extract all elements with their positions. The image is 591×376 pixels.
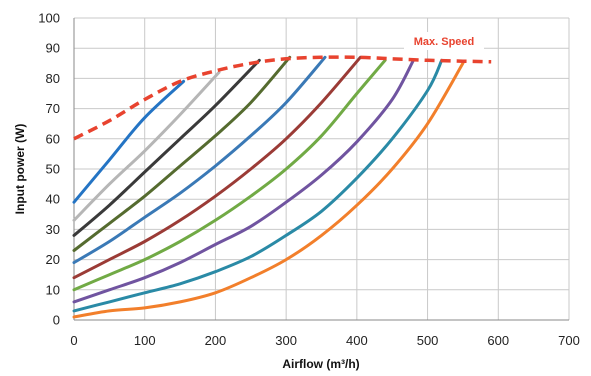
series-line-10 (72, 61, 465, 319)
x-tick-label: 400 (346, 333, 368, 348)
max-speed-annotation: Max. Speed (414, 36, 475, 48)
series-layer (72, 55, 465, 319)
x-axis-title: Airflow (m³/h) (282, 357, 359, 371)
y-tick-label: 30 (46, 222, 60, 237)
annotation-background (404, 32, 484, 50)
series-line-8 (72, 58, 415, 304)
x-tick-labels: 0 100 200 300 400 500 600 700 (70, 333, 579, 348)
x-tick-label: 600 (487, 333, 509, 348)
series-line-1 (72, 79, 186, 204)
series-line-3 (72, 58, 261, 237)
series-line-2 (72, 70, 221, 222)
y-tick-label: 20 (46, 252, 60, 267)
x-tick-label: 200 (205, 333, 227, 348)
y-tick-label: 80 (46, 71, 60, 86)
x-tick-label: 100 (134, 333, 156, 348)
axes (73, 18, 569, 321)
y-tick-label: 60 (46, 131, 60, 146)
x-tick-label: 500 (417, 333, 439, 348)
y-tick-label: 10 (46, 282, 60, 297)
series-line-5 (72, 55, 327, 265)
series-line-4 (72, 55, 292, 252)
x-tick-label: 0 (70, 333, 77, 348)
y-tick-label: 50 (46, 162, 60, 177)
y-tick-label: 40 (46, 192, 60, 207)
x-tick-label: 700 (558, 333, 580, 348)
y-axis-title: Input power (W) (13, 124, 27, 215)
y-tick-label: 90 (46, 41, 60, 56)
y-tick-label: 70 (46, 101, 60, 116)
series-line-9 (72, 58, 444, 313)
max-speed-curve (73, 55, 492, 141)
y-tick-label: 100 (38, 11, 60, 26)
max-speed-layer (73, 55, 492, 141)
series-line-7 (72, 58, 387, 292)
series-line-6 (72, 55, 362, 280)
y-tick-label: 0 (53, 313, 60, 328)
y-tick-labels: 0 10 20 30 40 50 60 70 80 90 100 (38, 11, 60, 328)
x-tick-label: 300 (275, 333, 297, 348)
